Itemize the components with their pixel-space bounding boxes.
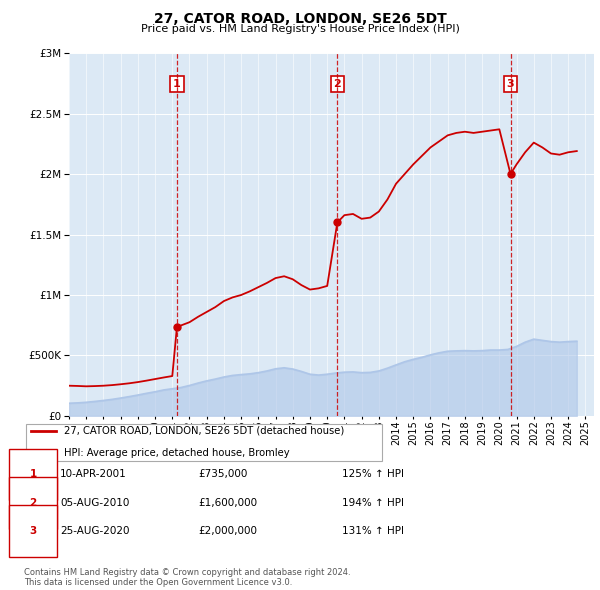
Text: 2: 2 — [334, 79, 341, 89]
Text: 3: 3 — [507, 79, 514, 89]
Text: 3: 3 — [29, 526, 37, 536]
Text: 27, CATOR ROAD, LONDON, SE26 5DT: 27, CATOR ROAD, LONDON, SE26 5DT — [154, 12, 446, 26]
Text: £735,000: £735,000 — [198, 470, 247, 479]
Text: 125% ↑ HPI: 125% ↑ HPI — [342, 470, 404, 479]
Text: 131% ↑ HPI: 131% ↑ HPI — [342, 526, 404, 536]
Text: £1,600,000: £1,600,000 — [198, 498, 257, 507]
FancyBboxPatch shape — [26, 424, 382, 461]
Text: 27, CATOR ROAD, LONDON, SE26 5DT (detached house): 27, CATOR ROAD, LONDON, SE26 5DT (detach… — [64, 426, 344, 436]
Text: 10-APR-2001: 10-APR-2001 — [60, 470, 127, 479]
Text: Price paid vs. HM Land Registry's House Price Index (HPI): Price paid vs. HM Land Registry's House … — [140, 24, 460, 34]
Text: HPI: Average price, detached house, Bromley: HPI: Average price, detached house, Brom… — [64, 448, 289, 458]
Text: 194% ↑ HPI: 194% ↑ HPI — [342, 498, 404, 507]
Text: 1: 1 — [29, 470, 37, 479]
Text: 25-AUG-2020: 25-AUG-2020 — [60, 526, 130, 536]
Text: 2: 2 — [29, 498, 37, 507]
Text: Contains HM Land Registry data © Crown copyright and database right 2024.
This d: Contains HM Land Registry data © Crown c… — [24, 568, 350, 587]
Text: 05-AUG-2010: 05-AUG-2010 — [60, 498, 130, 507]
Text: 1: 1 — [173, 79, 181, 89]
Text: £2,000,000: £2,000,000 — [198, 526, 257, 536]
